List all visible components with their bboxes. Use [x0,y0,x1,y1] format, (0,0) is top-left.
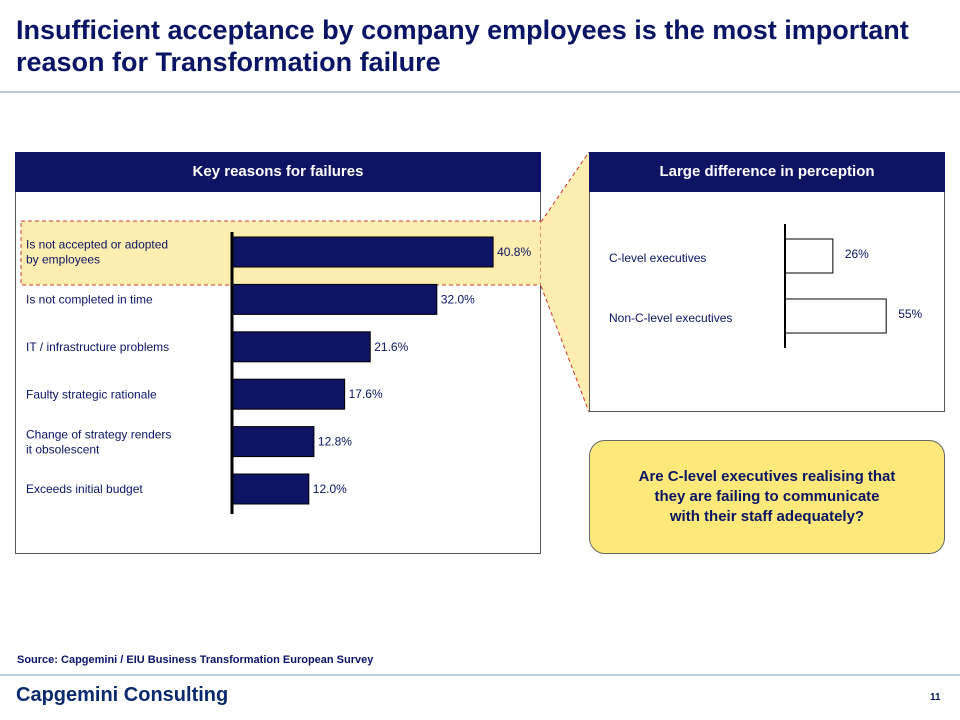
question-callout: Are C-level executives realising that th… [589,440,945,554]
bar [231,236,494,268]
data-label: 55% [898,307,922,321]
category-label: Change of strategy renders it obsolescent [26,427,171,456]
data-label: 40.8% [497,245,531,259]
data-label: 17.6% [349,387,383,401]
bar [784,298,887,334]
data-label: 26% [845,247,869,261]
perception-header: Large difference in perception [589,152,945,192]
zoom-connector-bottom-line [540,285,590,413]
category-label: IT / infrastructure problems [26,340,169,354]
category-label: C-level executives [609,251,706,265]
footer-divider [0,674,960,676]
bar [231,283,438,315]
data-label: 12.0% [313,482,347,496]
category-label: Exceeds initial budget [26,482,143,496]
brand-logo: Capgemini Consulting [16,684,229,706]
data-label: 21.6% [374,340,408,354]
data-label: 12.8% [318,435,352,449]
zoom-connector-top-line [540,151,590,223]
bar [231,473,310,505]
zoom-connector-fill [541,152,589,412]
bar [231,426,315,458]
source-note: Source: Capgemini / EIU Business Transfo… [17,654,374,666]
bar [231,378,346,410]
category-label: Faulty strategic rationale [26,387,157,401]
category-label: Non-C-level executives [609,311,732,325]
perception-chart: C-level executives 26% Non-C-level executi… [609,224,923,348]
title-divider [0,91,960,93]
bar [784,238,834,274]
key-reasons-header: Key reasons for failures [15,152,541,192]
category-label: Is not completed in time [26,293,153,307]
page-number: 11 [930,692,941,703]
bar [231,331,371,363]
page-title: Insufficient acceptance by company emplo… [16,15,909,77]
key-reasons-chart: Is not accepted or adopted by employees 40… [20,220,541,514]
data-label: 32.0% [441,292,475,306]
category-label: Is not accepted or adopted by employees [26,238,168,267]
perception-panel [589,152,945,412]
